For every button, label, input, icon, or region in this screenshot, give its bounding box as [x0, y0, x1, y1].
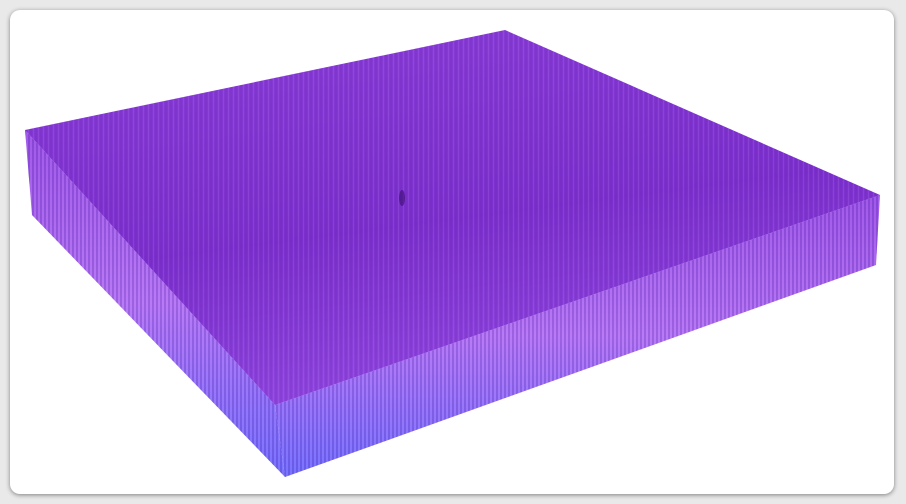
top-texture: [25, 30, 880, 405]
dark-spot: [399, 190, 405, 206]
right-side-texture: [275, 195, 880, 477]
left-side-texture: [25, 130, 285, 477]
surface-render: [25, 30, 880, 477]
render-panel: [10, 10, 894, 494]
